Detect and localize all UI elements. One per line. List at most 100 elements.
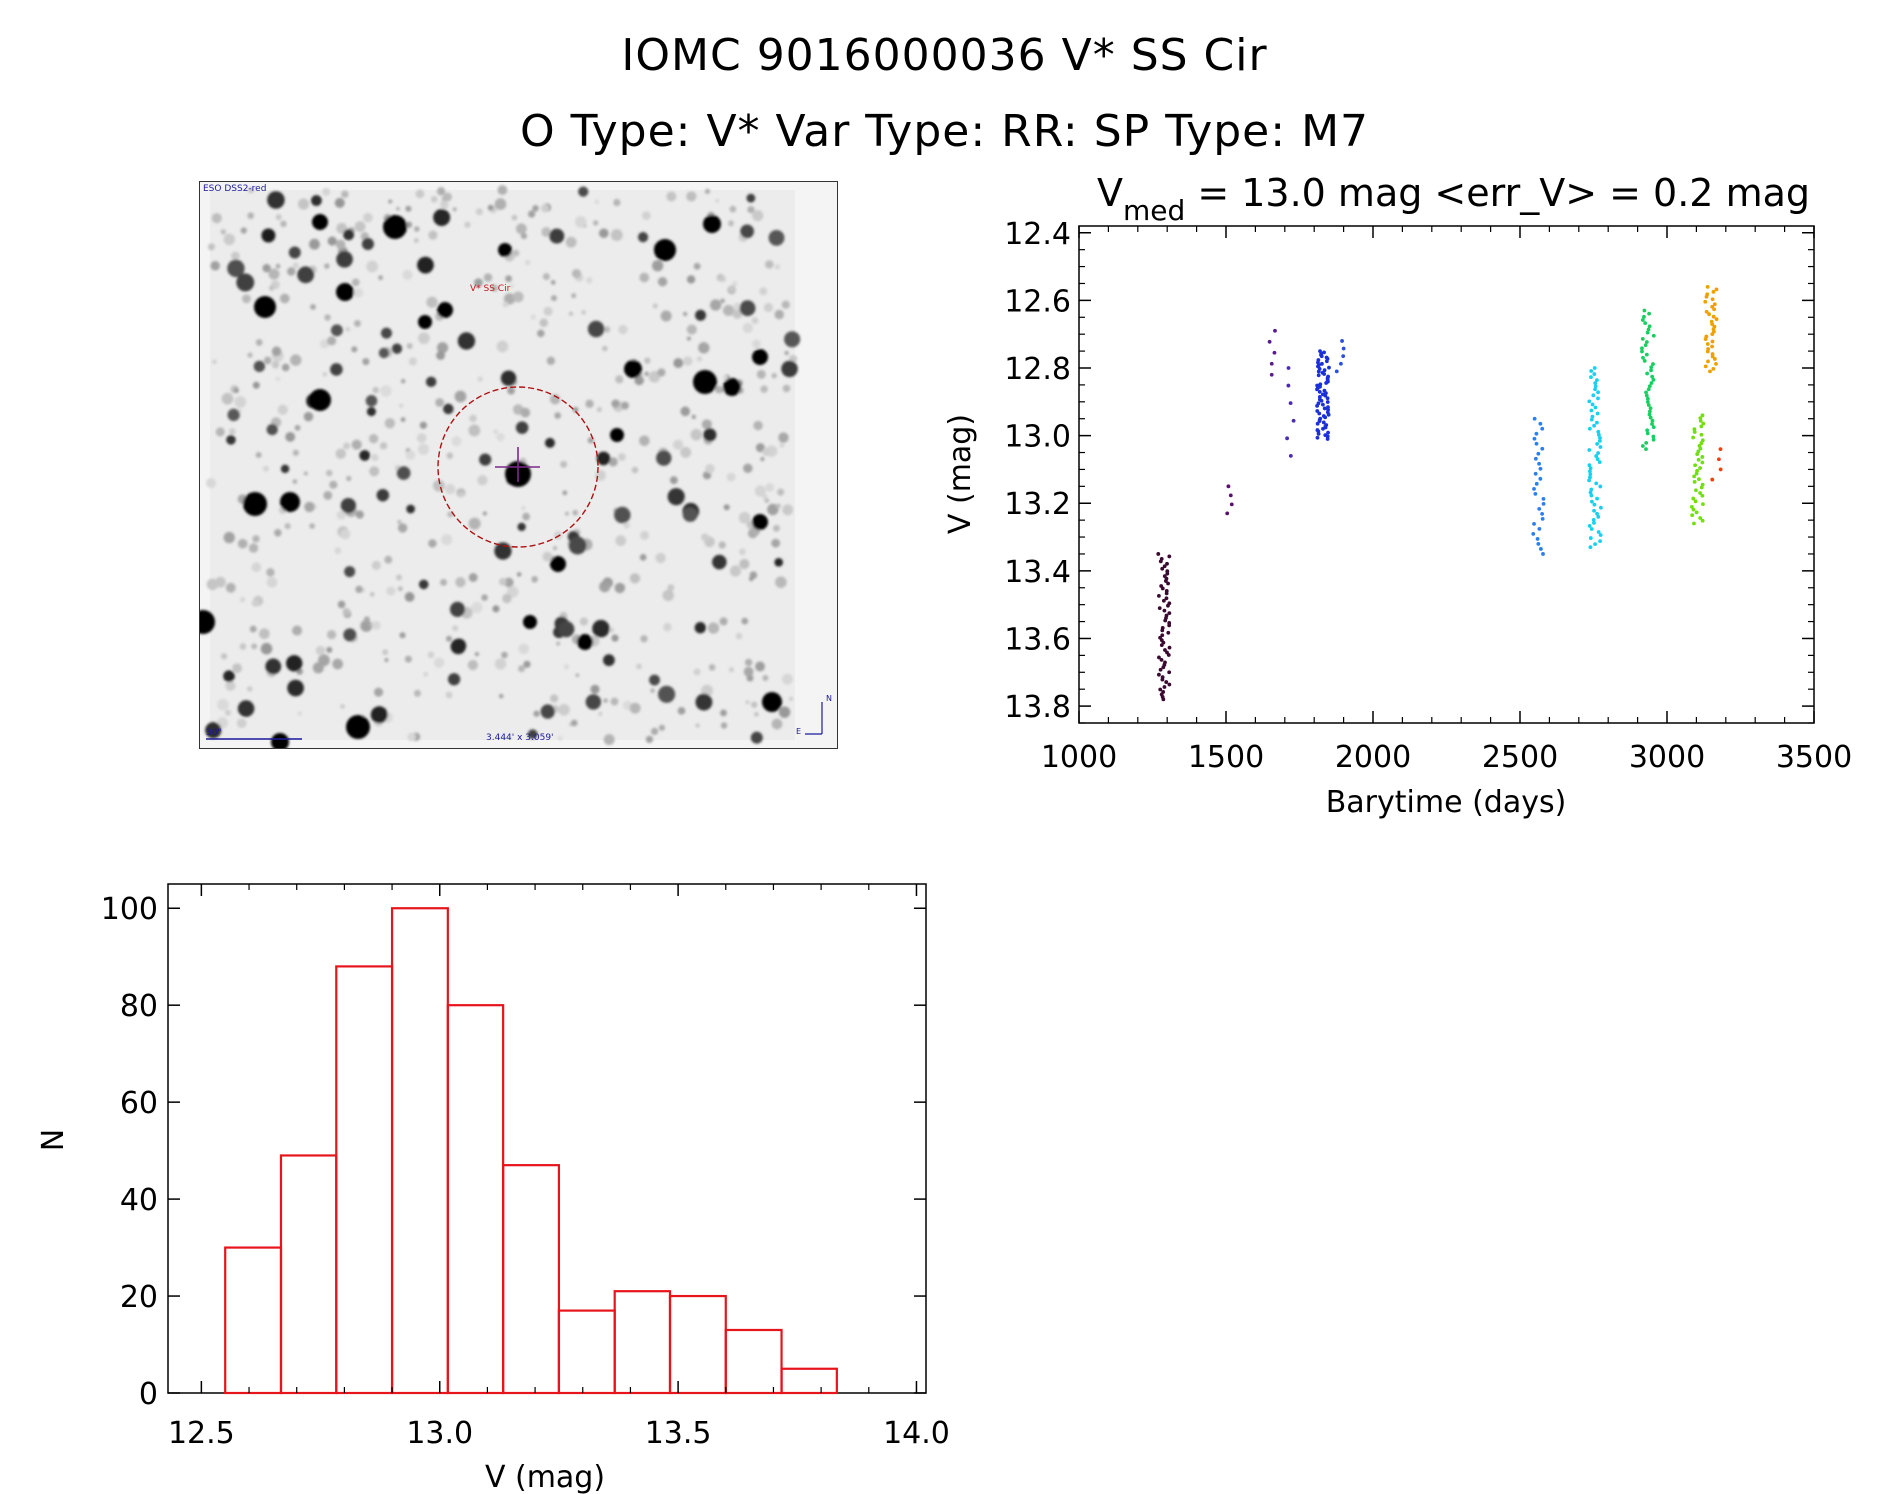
faint-star [491, 284, 499, 292]
bright-star [437, 302, 453, 318]
faint-star [603, 698, 608, 703]
faint-star [303, 411, 314, 422]
faint-star [650, 727, 659, 736]
star [237, 700, 255, 717]
lc-point [1341, 346, 1346, 351]
faint-star [355, 585, 363, 594]
faint-star [247, 686, 253, 692]
lc-point [1705, 349, 1710, 354]
finder-sky-field [200, 182, 837, 748]
lc-point [1644, 440, 1649, 445]
faint-star [343, 442, 351, 450]
bright-star [383, 215, 407, 239]
star [544, 437, 555, 448]
lc-point [1700, 460, 1705, 465]
star [343, 229, 355, 241]
faint-star [413, 238, 419, 244]
faint-star [572, 509, 579, 516]
lc-point [1595, 411, 1600, 416]
star [592, 619, 610, 638]
lc-point [1701, 502, 1705, 507]
target-circle [437, 386, 599, 548]
lightcurve-title: Vmed = 13.0 mag <err_V> = 0.2 mag [1097, 171, 1810, 227]
faint-star [639, 272, 650, 283]
faint-star [259, 628, 270, 640]
faint-star [571, 293, 577, 299]
star [587, 320, 605, 338]
faint-star [701, 684, 714, 697]
faint-star [516, 572, 522, 577]
faint-star [397, 523, 408, 533]
lc-point [1325, 437, 1330, 441]
lc-point [1712, 307, 1717, 312]
faint-star [617, 453, 626, 461]
faint-star [532, 205, 539, 212]
lc-point [1690, 513, 1695, 518]
faint-star [210, 261, 220, 271]
faint-star [579, 617, 588, 626]
hist-xtick-label: 13.5 [645, 1416, 712, 1451]
faint-star [603, 326, 611, 333]
lc-point [1161, 598, 1166, 603]
faint-star [228, 428, 236, 435]
faint-star [611, 634, 619, 642]
lc-point [1166, 603, 1170, 608]
faint-star [497, 185, 508, 195]
faint-star [340, 704, 345, 709]
faint-star [693, 668, 701, 676]
faint-star [503, 293, 516, 305]
lc-point [1710, 344, 1714, 349]
histogram-bar [335, 965, 394, 1395]
star [746, 193, 756, 203]
faint-star [417, 443, 430, 455]
lc-point [1651, 425, 1656, 429]
faint-star [423, 671, 429, 677]
faint-star [530, 314, 536, 320]
faint-star [402, 269, 413, 280]
lc-point [1534, 431, 1539, 436]
star [236, 273, 255, 292]
faint-star [524, 259, 531, 266]
lc-ytick-label: 12.4 [1004, 217, 1071, 252]
lc-point [1594, 420, 1599, 425]
lc-point [1160, 566, 1165, 571]
faint-star [475, 208, 483, 216]
faint-star [322, 371, 328, 377]
bright-star [752, 514, 768, 530]
faint-star [351, 346, 358, 353]
faint-star [351, 439, 362, 450]
lc-point [1315, 403, 1319, 408]
lc-point [1533, 471, 1538, 476]
faint-star [405, 221, 413, 228]
faint-star [345, 327, 350, 332]
finder-chart-image: ESO DSS2-red V* SS Cir 30" 3.444' x 3.05… [199, 181, 838, 749]
survey-label: ESO DSS2-red [203, 184, 267, 194]
faint-star [395, 206, 400, 211]
star [637, 231, 649, 243]
star [417, 256, 434, 274]
faint-star [334, 547, 342, 555]
faint-star [774, 264, 781, 270]
faint-star [441, 534, 453, 546]
faint-star [266, 576, 278, 588]
faint-star [413, 689, 421, 697]
faint-star [690, 428, 703, 441]
faint-star [502, 301, 509, 308]
star [391, 343, 403, 354]
faint-star [511, 214, 518, 221]
lightcurve-frame [1078, 225, 1815, 724]
faint-star [691, 414, 697, 420]
faint-star [268, 285, 275, 291]
faint-star [784, 350, 789, 356]
lc-point [1647, 384, 1652, 389]
lc-point [1691, 496, 1696, 501]
star [558, 621, 575, 638]
faint-star [435, 398, 445, 407]
faint-star [415, 189, 425, 199]
lc-point [1699, 441, 1704, 445]
lc-point [1714, 287, 1719, 292]
faint-star [568, 311, 573, 316]
faint-star [355, 510, 364, 519]
north-label: N [826, 694, 832, 703]
faint-star [754, 485, 766, 497]
